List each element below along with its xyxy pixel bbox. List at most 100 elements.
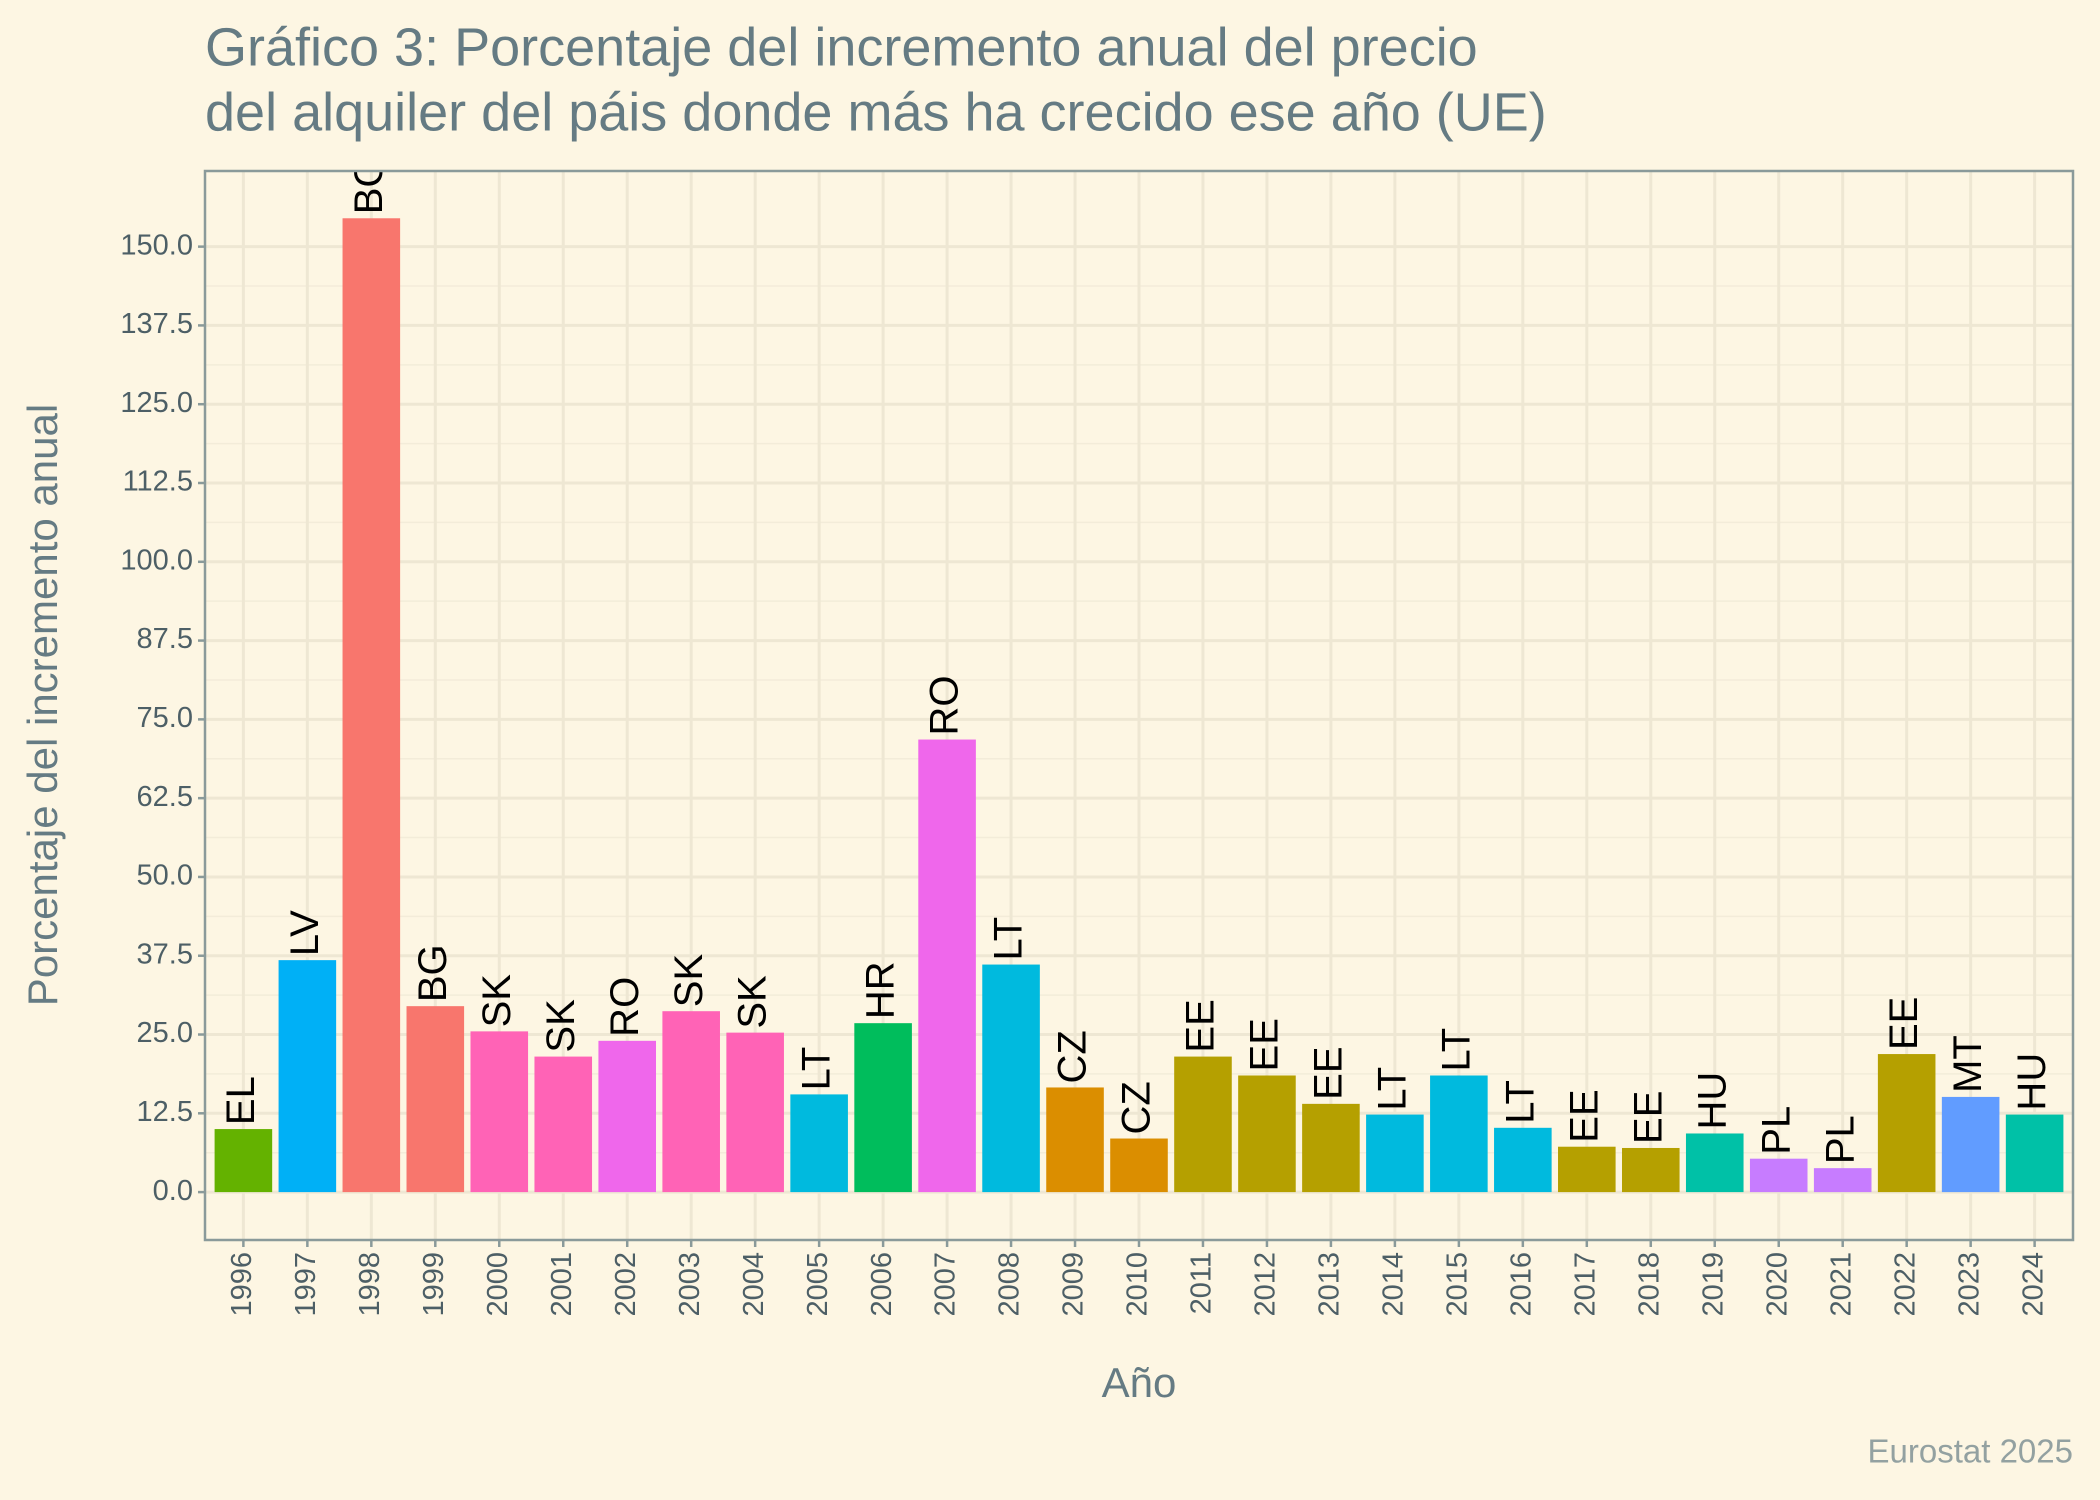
bar [2005, 1114, 2064, 1193]
x-tick-label: 2021 [1825, 1252, 1857, 1317]
bar-label: SK [731, 975, 775, 1029]
bar [726, 1032, 784, 1193]
bar-label: PL [1754, 1106, 1798, 1155]
bar [342, 218, 401, 1193]
x-tick-label: 2010 [1122, 1252, 1154, 1317]
bar [1877, 1054, 1936, 1193]
bar-label: HU [2010, 1053, 2054, 1111]
bars: EL LV BG BG SK SK RO SK SK LT HR RO LT CZ CZ EE EE EE LT LT… [214, 156, 2064, 1193]
bar [1302, 1103, 1360, 1193]
bar-label: PL [1818, 1115, 1862, 1164]
bar [854, 1023, 912, 1193]
bar [1430, 1075, 1488, 1193]
axes: 0.0 12.5 25.0 37.5 50.0 62.5 75.0 87.5 100.0 112.… [120, 229, 2049, 1316]
chart-title: Gráfico 3: Porcentaje del incremento anu… [205, 17, 1478, 77]
bar [1366, 1114, 1424, 1193]
y-tick-label: 137.5 [120, 308, 193, 340]
bar-label: SK [539, 999, 583, 1053]
bar-label: EE [1626, 1091, 1670, 1144]
x-tick-label: 2001 [546, 1252, 578, 1317]
x-tick-label: 2023 [1953, 1252, 1985, 1317]
bar-label: LT [987, 917, 1031, 961]
bar-label: EE [1306, 1046, 1350, 1099]
x-tick-label: 2008 [994, 1252, 1026, 1317]
bar-label: BG [411, 944, 455, 1002]
bar [1174, 1056, 1232, 1193]
bar [1941, 1096, 2000, 1193]
bar-label: HU [1690, 1072, 1734, 1130]
bar-label: BG [347, 156, 391, 214]
bar [278, 960, 337, 1193]
x-tick-label: 2014 [1378, 1252, 1410, 1317]
bar [1813, 1168, 1872, 1193]
bar-label: EL [219, 1076, 263, 1125]
x-tick-label: 2011 [1186, 1252, 1218, 1314]
bar-label: LT [1370, 1067, 1414, 1111]
x-tick-label: 2019 [1697, 1252, 1729, 1317]
y-axis-title: Porcentaje del incremento anual [19, 404, 66, 1006]
x-tick-label: 2013 [1314, 1252, 1346, 1317]
y-tick-label: 50.0 [137, 860, 193, 892]
bar-label: MT [1946, 1035, 1990, 1093]
bar [1046, 1087, 1104, 1193]
bar [918, 739, 976, 1193]
bar [1110, 1138, 1168, 1193]
x-tick-label: 2017 [1569, 1252, 1601, 1317]
bar-label: RO [923, 676, 967, 736]
bar [598, 1040, 657, 1193]
bar-label: HR [859, 961, 903, 1019]
x-tick-label: 2006 [866, 1252, 898, 1317]
x-tick-label: 2002 [610, 1252, 642, 1317]
y-tick-label: 37.5 [137, 938, 193, 970]
caption: Eurostat 2025 [1868, 1433, 2073, 1470]
bar-label: CZ [1115, 1081, 1159, 1134]
bar [662, 1011, 720, 1193]
bar [982, 964, 1040, 1193]
y-tick-label: 150.0 [120, 229, 193, 261]
y-tick-label: 125.0 [120, 387, 193, 419]
x-tick-label: 2020 [1761, 1252, 1793, 1317]
y-tick-label: 112.5 [123, 466, 193, 498]
x-tick-label: 1997 [290, 1252, 322, 1317]
bar-label: EE [1882, 997, 1926, 1050]
x-axis-title: Año [1102, 1359, 1177, 1406]
bar-label: EE [1562, 1089, 1606, 1142]
bar [790, 1094, 848, 1193]
x-tick-label: 2022 [1889, 1252, 1921, 1317]
bar-label: LT [1498, 1080, 1542, 1124]
bar [534, 1056, 593, 1193]
bar-label: RO [603, 977, 647, 1037]
y-tick-label: 12.5 [137, 1096, 193, 1128]
bar [406, 1006, 465, 1193]
y-tick-label: 75.0 [137, 702, 193, 734]
y-tick-label: 25.0 [137, 1017, 193, 1049]
bar [1238, 1075, 1296, 1193]
bar [1558, 1146, 1616, 1193]
x-tick-label: 1996 [226, 1252, 258, 1317]
x-tick-label: 2016 [1505, 1252, 1537, 1317]
x-tick-label: 2003 [674, 1252, 706, 1317]
x-tick-label: 2009 [1058, 1252, 1090, 1317]
x-tick-label: 2018 [1633, 1252, 1665, 1317]
bar-label: SK [475, 974, 519, 1028]
bar [1685, 1133, 1744, 1193]
x-tick-label: 2004 [738, 1252, 770, 1317]
bar [1494, 1127, 1552, 1193]
y-tick-label: 62.5 [137, 781, 193, 813]
bar [214, 1129, 273, 1193]
bar [1621, 1147, 1680, 1193]
bar [1749, 1158, 1808, 1193]
x-tick-label: 1999 [418, 1252, 450, 1317]
x-tick-label: 2024 [2017, 1252, 2049, 1317]
bar-label: LV [283, 910, 327, 956]
x-tick-label: 1998 [354, 1252, 386, 1317]
x-tick-label: 2015 [1442, 1252, 1474, 1317]
bar-label: EE [1179, 999, 1223, 1052]
panel-border [203, 169, 2075, 1242]
y-tick-label: 0.0 [153, 1175, 193, 1207]
x-tick-label: 2005 [802, 1252, 834, 1317]
bar-label: CZ [1051, 1030, 1095, 1083]
bar [470, 1031, 529, 1193]
x-tick-label: 2000 [482, 1252, 514, 1317]
